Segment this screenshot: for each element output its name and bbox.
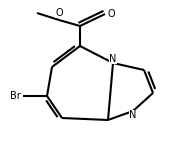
Text: N: N	[109, 54, 117, 64]
Text: O: O	[107, 9, 115, 19]
Text: Br: Br	[10, 91, 21, 101]
Text: N: N	[129, 110, 137, 120]
Text: O: O	[55, 8, 63, 18]
